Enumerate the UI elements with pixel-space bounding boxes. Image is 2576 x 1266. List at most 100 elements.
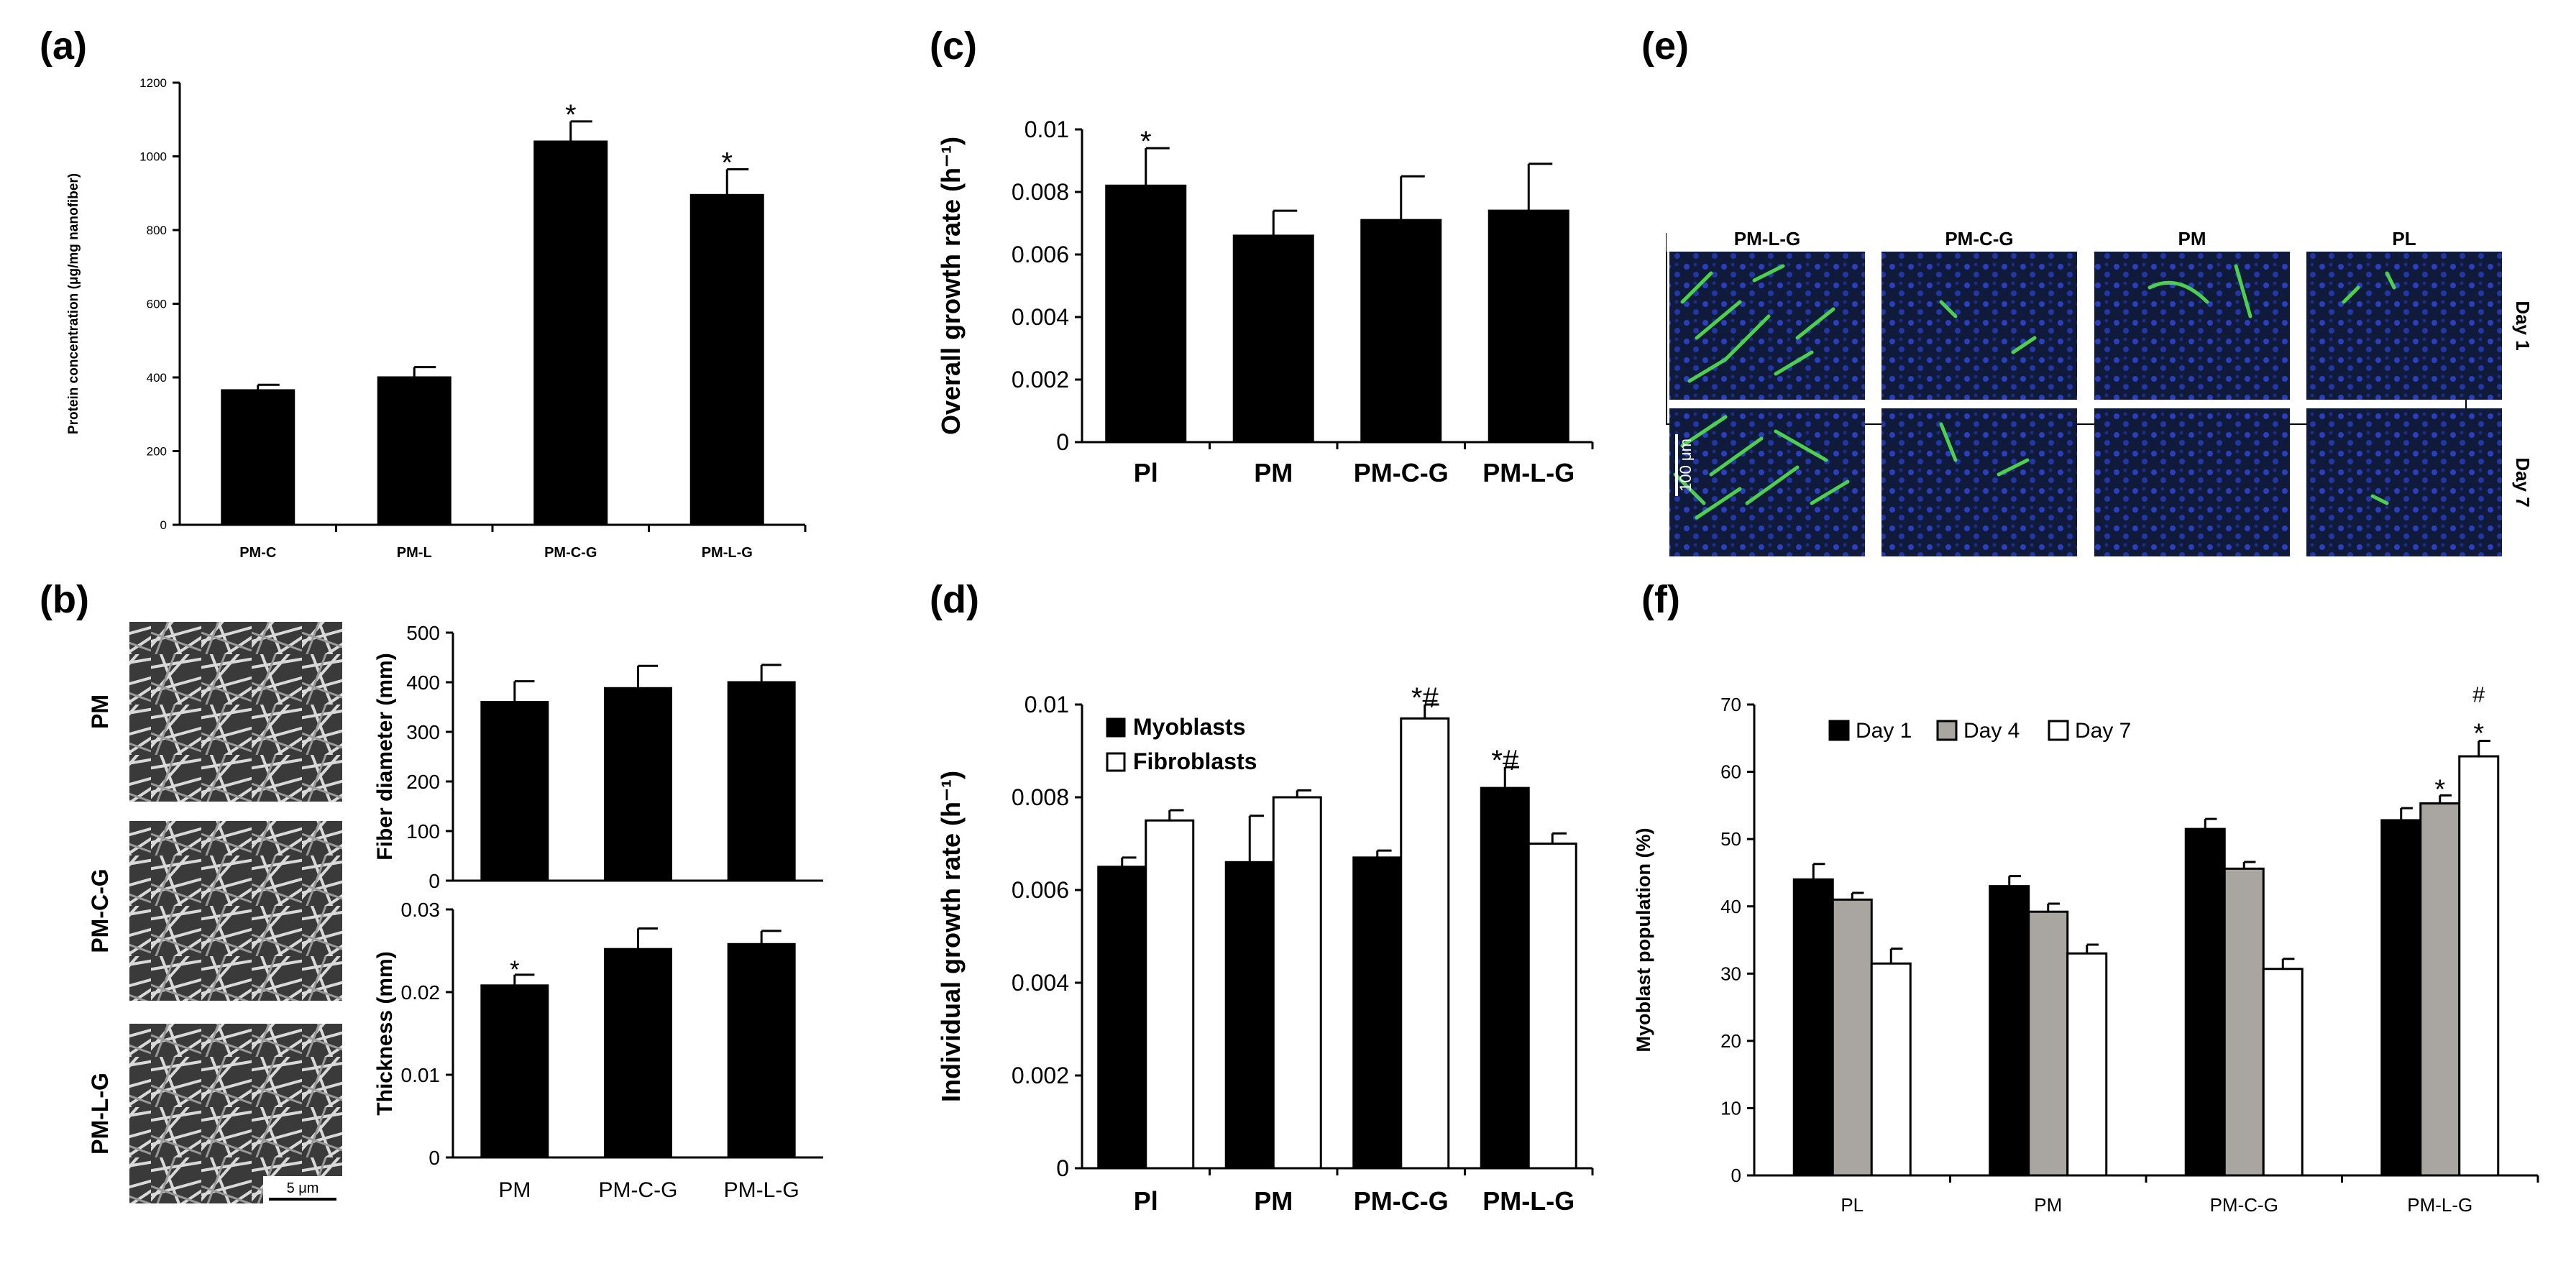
bar-f-day-7-2	[2262, 968, 2304, 1177]
significance-hash: #	[2472, 683, 2485, 707]
bar-a-1	[377, 376, 452, 526]
bar-d-fibroblasts-1	[1272, 796, 1322, 1170]
significance-marker: *	[1140, 126, 1152, 157]
y-tick-label: 0.03	[401, 899, 441, 921]
x-tick-label: PM-L-G	[1482, 1186, 1575, 1216]
micro-image-pm-day1	[2094, 252, 2290, 400]
micro-image-pm-c-g-day1	[1881, 252, 2077, 400]
bar-d-fibroblasts-0	[1145, 819, 1195, 1170]
micro-image-pl-day7	[2306, 408, 2502, 556]
y-tick-label: 400	[147, 371, 167, 385]
micro-image-pm-c-g-day7	[1881, 408, 2077, 556]
legend-swatch	[2048, 720, 2069, 741]
bar-b2-0	[480, 984, 549, 1159]
bar-b2-1	[604, 948, 672, 1159]
x-tick-label: PM-C-G	[1354, 458, 1449, 487]
bar-b2-2	[727, 942, 796, 1159]
y-tick-label: 70	[1720, 694, 1741, 715]
bar-f-day-1-0	[1792, 878, 1834, 1177]
y-tick-label: 0	[428, 870, 440, 892]
bar-c-0	[1105, 184, 1187, 444]
bar-f-day-1-2	[2184, 827, 2226, 1177]
chart-a: 0 200 400 600 800 1000 1200 Protein concentrati…	[66, 76, 807, 561]
bar-b1-2	[727, 681, 796, 882]
y-tick-label: 600	[147, 297, 167, 311]
bar-b1-1	[604, 687, 672, 882]
micro-row-label-day1: Day 1	[2512, 301, 2534, 350]
y-tick-label: 0.02	[401, 981, 441, 1004]
y-tick-label: 400	[406, 671, 440, 694]
significance-marker: *	[721, 147, 733, 178]
y-axis-label: Individual growth rate (h⁻¹)	[936, 771, 966, 1102]
y-tick-label: 0.01	[1025, 116, 1069, 142]
legend-label: Day 7	[2075, 719, 2131, 743]
significance-marker: *#	[1491, 745, 1519, 776]
sem-images: PM PM-C-G PM-L-G 5 μm	[87, 622, 342, 1203]
y-tick-label: 0.008	[1012, 784, 1069, 810]
micro-scale-label: 100 μm	[1677, 439, 1695, 492]
y-tick-label: 1000	[139, 150, 167, 163]
x-tick-label: Pl	[1134, 1186, 1158, 1216]
bar-f-day-4-2	[2223, 867, 2265, 1177]
y-tick-label: 0.006	[1012, 242, 1069, 267]
significance-marker: *#	[1411, 682, 1439, 714]
micro-row-label-bg	[2502, 252, 2538, 556]
y-axis-label: Overall growth rate (h⁻¹)	[936, 137, 966, 435]
y-tick-label: 0.004	[1012, 304, 1069, 330]
bar-a-2	[533, 140, 608, 526]
x-tick-label: PM-L-G	[2407, 1194, 2472, 1216]
micro-row-label-day7: Day 7	[2512, 457, 2534, 507]
legend-label: Day 1	[1856, 719, 1912, 743]
green-stain	[1673, 264, 2396, 520]
y-tick-label: 0.006	[1012, 877, 1069, 903]
significance-marker: *	[2434, 774, 2445, 804]
panel-label-e: (e)	[1641, 24, 1689, 68]
y-tick-label: 0	[1056, 429, 1069, 455]
bar-a-3	[689, 193, 764, 526]
sem-scale-label: 5 μm	[287, 1180, 319, 1196]
significance-marker: *	[510, 956, 519, 983]
y-tick-label: 0.01	[401, 1064, 441, 1086]
y-tick-label: 800	[147, 224, 167, 237]
bar-f-day-1-3	[2380, 819, 2422, 1177]
bar-c-2	[1360, 219, 1442, 444]
y-tick-label: 0	[1731, 1165, 1741, 1186]
bar-f-day-7-1	[2066, 952, 2108, 1177]
y-tick-label: 200	[406, 771, 440, 793]
y-tick-label: 0	[428, 1147, 440, 1169]
y-tick-label: 60	[1720, 761, 1741, 783]
y-tick-label: 300	[406, 721, 440, 743]
micro-image-pm-day7	[2094, 408, 2290, 556]
x-tick-label: PM	[1254, 458, 1293, 487]
bar-d-myoblasts-1	[1224, 861, 1275, 1170]
bar-d-myoblasts-3	[1480, 786, 1530, 1170]
y-tick-label: 100	[406, 820, 440, 843]
legend-swatch	[1828, 720, 1850, 741]
y-tick-label: 200	[147, 444, 167, 458]
y-tick-label: 20	[1720, 1030, 1741, 1052]
micro-col-label-pm-c-g: PM-C-G	[1945, 228, 2013, 249]
bar-c-3	[1488, 209, 1569, 444]
panel-label-f: (f)	[1641, 578, 1680, 621]
micro-col-label-pl: PL	[2392, 228, 2416, 249]
panel-label-c: (c)	[930, 24, 977, 68]
sem-row-label-pm-l-g: PM-L-G	[87, 1073, 113, 1155]
legend-swatch	[1106, 752, 1126, 772]
bar-f-day-1-1	[1989, 885, 2030, 1177]
micro-col-label-pm-l-g: PM-L-G	[1734, 228, 1800, 249]
y-tick-label: 0.004	[1012, 970, 1069, 996]
sem-row-label-pm-c-g: PM-C-G	[87, 868, 113, 953]
bar-c-1	[1232, 234, 1314, 444]
bar-d-fibroblasts-3	[1527, 843, 1577, 1170]
y-tick-label: 1200	[139, 76, 167, 90]
y-tick-label: 0.01	[1025, 692, 1069, 717]
x-tick-label: PM	[2034, 1194, 2062, 1216]
legend-label: Fibroblasts	[1133, 748, 1257, 774]
bar-f-day-4-3	[2419, 802, 2461, 1177]
bar-f-day-7-3	[2458, 755, 2500, 1177]
x-tick-label: PM	[1254, 1186, 1293, 1216]
y-tick-label: 0	[1056, 1155, 1069, 1181]
panel-label-d: (d)	[930, 578, 979, 621]
legend-swatch	[1106, 717, 1126, 738]
